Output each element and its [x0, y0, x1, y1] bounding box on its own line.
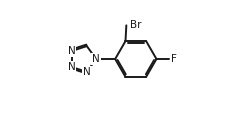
- Text: N: N: [68, 62, 76, 72]
- Text: N: N: [83, 67, 91, 77]
- Text: F: F: [171, 54, 177, 64]
- Text: Br: Br: [130, 20, 141, 30]
- Text: N: N: [92, 54, 100, 64]
- Text: N: N: [68, 46, 76, 56]
